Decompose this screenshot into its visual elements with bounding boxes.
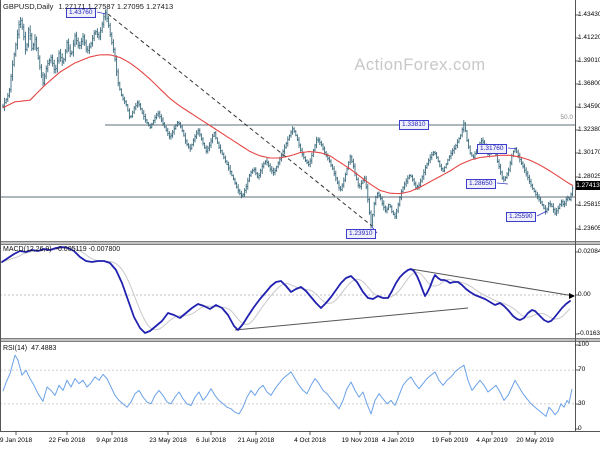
- price-trendline-dashed: [107, 13, 373, 227]
- chart-title: GBPUSD,Daily 1.27171 1.27587 1.27095 1.27…: [3, 2, 173, 11]
- moving-average-line: [2, 54, 574, 195]
- price-tag-connector: [536, 210, 548, 217]
- chart-frame: [0, 0, 600, 432]
- macd-indicator-label: MACD(12,26,9) -0.005119 -0.007800: [3, 246, 124, 253]
- ohlc-values: 1.27171 1.27587 1.27095 1.27413: [58, 2, 174, 11]
- macd-signal-line: [1, 247, 571, 331]
- macd-trendline: [234, 307, 469, 331]
- trendline-arrow: [569, 293, 575, 299]
- price-tag-connector: [96, 11, 107, 15]
- ohlc-bars: [2, 8, 574, 229]
- watermark: ActionForex.com: [354, 56, 486, 74]
- axis-ticks: [15, 14, 579, 435]
- price-tag-connector: [496, 182, 509, 185]
- rsi-line: [2, 354, 573, 417]
- macd-values: -0.005119 -0.007800: [55, 246, 121, 253]
- rsi-value: 47.4883: [31, 345, 57, 352]
- price-tag-connector: [371, 226, 378, 234]
- macd-name: MACD(12,26,9): [3, 246, 52, 253]
- price-tag-connector: [507, 147, 518, 150]
- rsi-name: RSI(14): [3, 345, 28, 352]
- macd-line: [1, 246, 571, 334]
- rsi-indicator-label: RSI(14) 47.4883: [3, 345, 60, 352]
- ohlc-bar-ticks: [2, 12, 574, 227]
- symbol-timeframe: GBPUSD,Daily: [3, 2, 54, 11]
- panel-separator: [0, 338, 600, 342]
- panel-separator: [0, 241, 600, 245]
- macd-trendline: [410, 268, 575, 297]
